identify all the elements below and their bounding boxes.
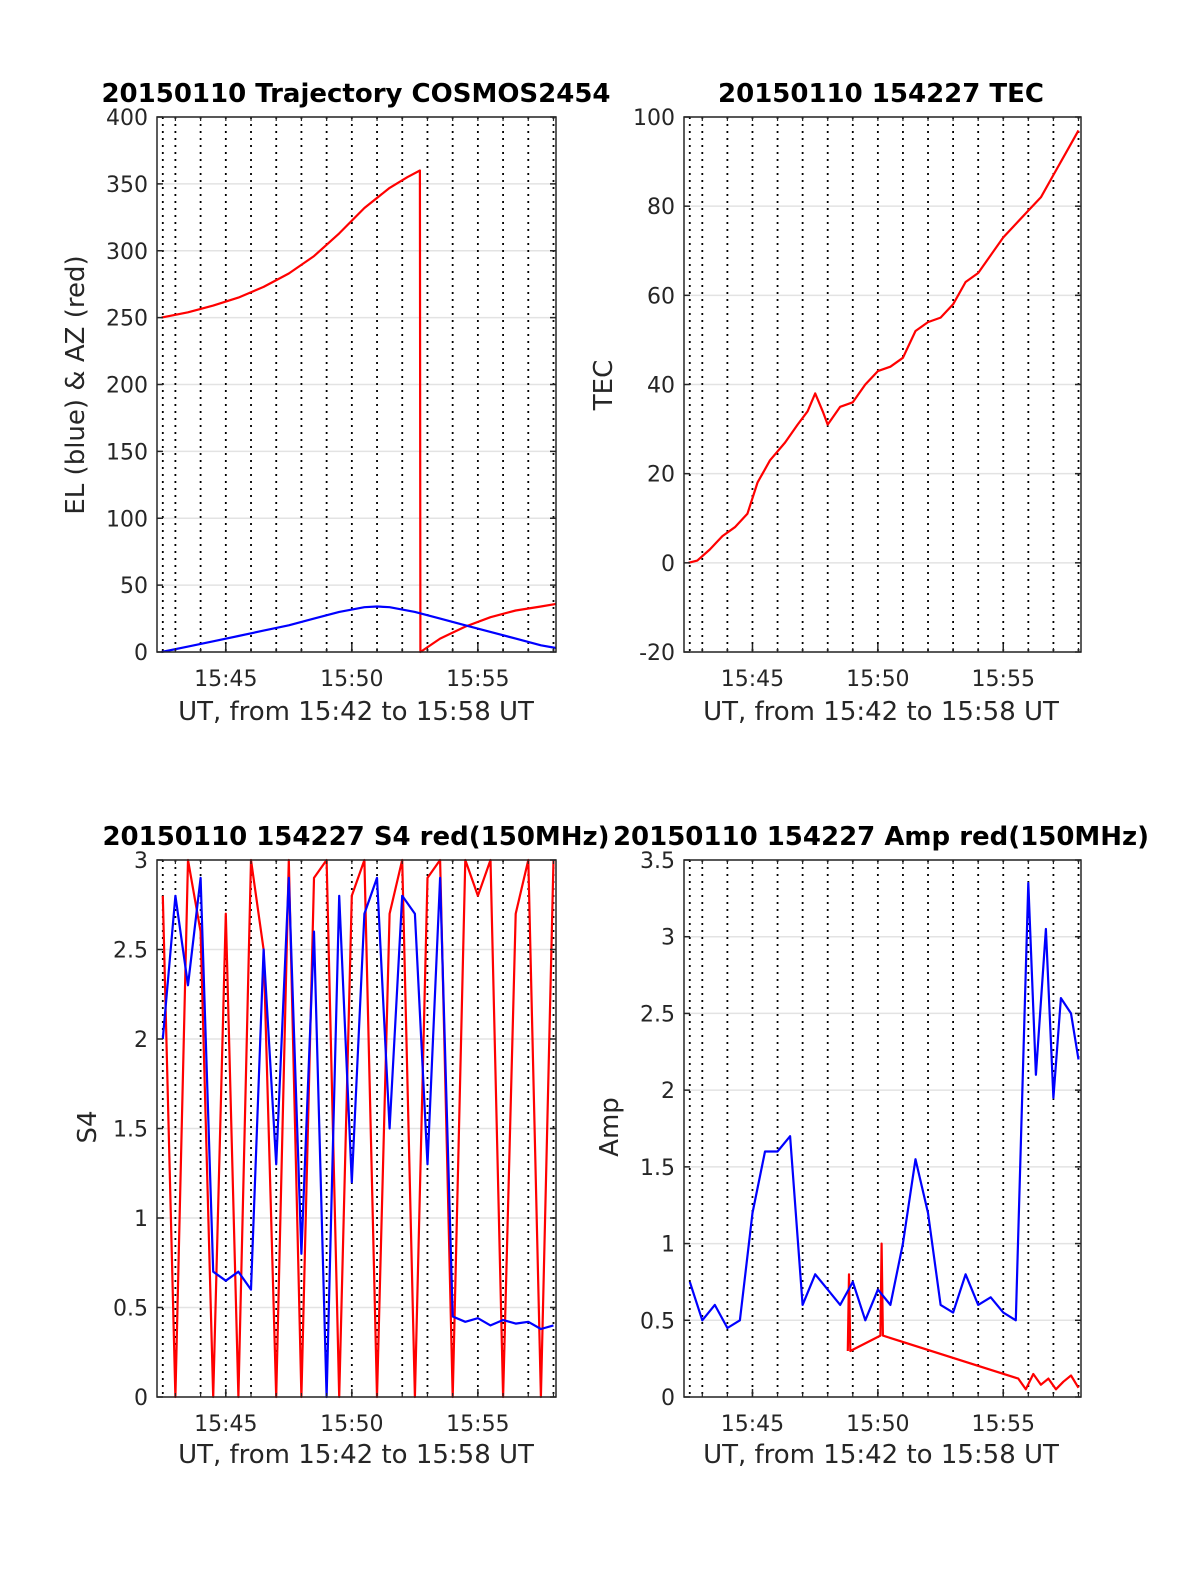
panel-amp: 20150110 154227 Amp red(150MHz) Amp UT, … [595,822,1149,1470]
series-line [846,1242,1080,1391]
plot-area: -20 0 20 40 60 80 100 15:45 15:50 15:55 [633,106,1082,692]
x-tick-label: 15:55 [446,667,509,692]
y-axis-label: EL (blue) & AZ (red) [61,255,91,514]
panel-title: 20150110 154227 Amp red(150MHz) [613,822,1149,852]
y-tick-label: -20 [639,641,675,666]
y-tick-label: 100 [633,106,675,131]
panel-title: 20150110 154227 TEC [718,79,1044,109]
y-tick-label: 0 [661,1386,675,1411]
x-tick-label: 15:45 [194,1412,257,1437]
y-tick-label: 50 [120,574,148,599]
x-tick-label: 15:45 [721,1412,784,1437]
y-tick-label: 300 [106,240,148,265]
y-tick-label: 3 [661,926,675,951]
y-tick-label: 400 [106,106,148,131]
y-tick-label: 250 [106,307,148,332]
series-line [161,169,557,654]
plot-area: 0 50 100 150 200 250 300 350 400 15:45 15:50 15:55 [106,106,557,692]
y-tick-label: 100 [106,507,148,532]
y-tick-label: 1 [661,1233,675,1258]
x-tick-label: 15:50 [320,1412,383,1437]
axes-box [683,859,1082,1398]
x-axis-label: UT, from 15:42 to 15:58 UT [178,697,534,727]
y-tick-label: 200 [106,374,148,399]
plot-area: 0 0.5 1 1.5 2 2.5 3 15:45 15:50 15:55 [113,849,557,1437]
y-tick-label: 2 [134,1028,148,1053]
y-axis-label: TEC [589,360,619,411]
x-tick-label: 15:55 [972,667,1035,692]
plot-area: 0 0.5 1 1.5 2 2.5 3 3.5 15:45 15:50 15:55 [640,849,1082,1437]
x-axis-label: UT, from 15:42 to 15:58 UT [178,1440,534,1470]
y-tick-label: 350 [106,173,148,198]
panel-trajectory: 20150110 Trajectory COSMOS2454 EL (blue)… [61,79,611,727]
panel-tec: 20150110 154227 TEC TEC UT, from 15:42 t… [589,79,1082,727]
y-tick-label: 20 [647,463,675,488]
series-line [161,876,554,1399]
panel-title: 20150110 Trajectory COSMOS2454 [101,79,610,109]
x-tick-label: 15:45 [721,667,784,692]
y-tick-label: 1 [134,1207,148,1232]
y-tick-label: 40 [647,374,675,399]
x-tick-label: 15:55 [972,1412,1035,1437]
y-tick-label: 2.5 [640,1002,675,1027]
series-line [688,881,1080,1330]
x-axis-label: UT, from 15:42 to 15:58 UT [703,697,1059,727]
y-tick-label: 0.5 [113,1297,148,1322]
y-tick-label: 2.5 [113,939,148,964]
y-tick-label: 3 [134,849,148,874]
x-tick-label: 15:55 [446,1412,509,1437]
panel-title: 20150110 154227 S4 red(150MHz) [102,822,609,852]
series-line [688,129,1080,564]
series-line [161,605,557,654]
x-tick-label: 15:50 [846,1412,909,1437]
x-tick-label: 15:50 [320,667,383,692]
y-tick-label: 1.5 [640,1156,675,1181]
y-tick-label: 80 [647,195,675,220]
x-tick-label: 15:50 [846,667,909,692]
series-line [161,858,555,1399]
y-tick-label: 1.5 [113,1118,148,1143]
x-axis-label: UT, from 15:42 to 15:58 UT [703,1440,1059,1470]
y-tick-label: 0 [134,1386,148,1411]
y-tick-label: 2 [661,1079,675,1104]
y-tick-label: 0 [661,552,675,577]
y-tick-label: 150 [106,440,148,465]
y-axis-label: Amp [595,1097,625,1157]
y-axis-label: S4 [73,1110,103,1143]
x-tick-label: 15:45 [194,667,257,692]
panel-s4: 20150110 154227 S4 red(150MHz) S4 UT, fr… [73,822,610,1470]
y-tick-label: 0 [134,641,148,666]
y-tick-label: 60 [647,284,675,309]
y-tick-label: 0.5 [640,1309,675,1334]
y-tick-label: 3.5 [640,849,675,874]
